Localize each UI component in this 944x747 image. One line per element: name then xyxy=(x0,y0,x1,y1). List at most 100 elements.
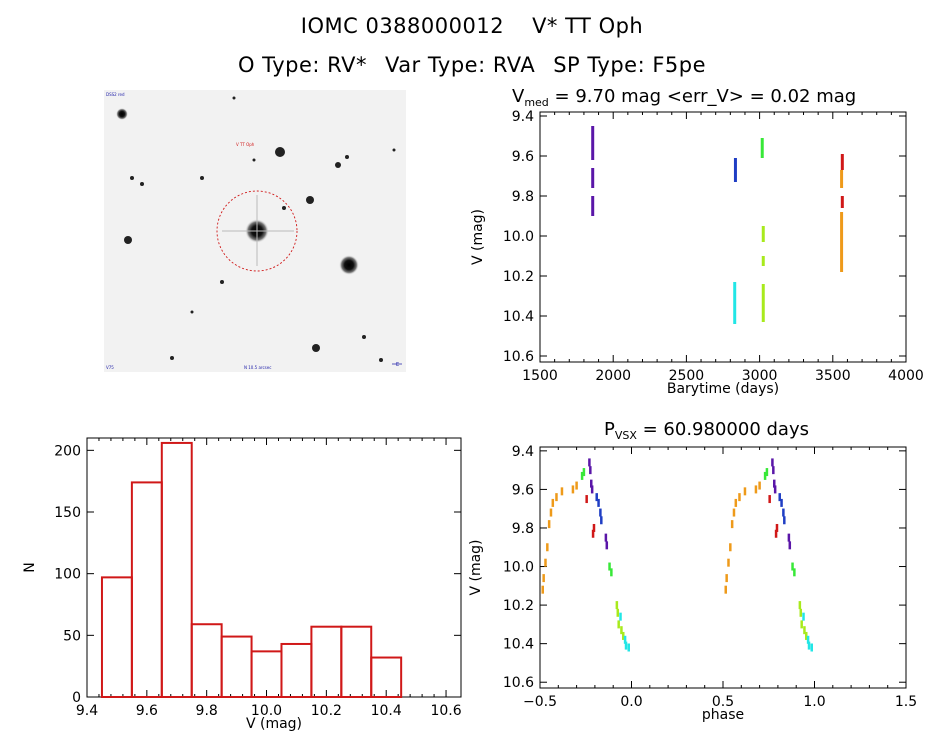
lc-xlabel: Barytime (days) xyxy=(667,381,779,397)
star-name: V* TT Oph xyxy=(532,14,644,38)
star-icon xyxy=(252,158,256,162)
lightcurve-chart: 1500 2000 2500 3000 3500 4000 9.4 9.6 9.8 10.0 10.… xyxy=(470,109,924,397)
star-icon xyxy=(124,236,132,244)
hist-ytick-label: 150 xyxy=(54,505,81,521)
hist-ytick-label: 50 xyxy=(63,628,81,644)
ph-xtick-label: 0.5 xyxy=(712,694,734,710)
phase-title-symbol: P xyxy=(604,419,615,440)
star-icon xyxy=(130,176,134,180)
variable-type: Var Type: RVA xyxy=(384,53,536,77)
hist-bar xyxy=(310,625,343,698)
lc-xtick-label: 3000 xyxy=(742,368,778,384)
hist-xtick-label: 10.6 xyxy=(430,703,461,719)
hist-xlabel: V (mag) xyxy=(246,716,302,732)
star-icon xyxy=(140,182,144,186)
ph-ytick-label: 10.6 xyxy=(503,675,534,691)
hist-bar xyxy=(340,625,373,698)
lightcurve-title-symbol: V xyxy=(512,86,525,107)
ph-ylabel: V (mag) xyxy=(468,539,484,595)
ph-xtick-label: 1.5 xyxy=(895,694,917,710)
star-icon xyxy=(312,344,320,352)
lc-frame xyxy=(539,111,907,363)
star-icon xyxy=(345,155,349,159)
star-icon xyxy=(362,335,366,339)
ph-ytick-label: 10.2 xyxy=(503,598,534,614)
spectral-type: SP Type: F5pe xyxy=(553,53,707,77)
star-icon xyxy=(379,358,383,362)
ph-xtick-label: −0.5 xyxy=(523,694,557,710)
star-icon xyxy=(282,206,286,210)
lc-xtick-label: 4000 xyxy=(888,368,924,384)
lightcurve-title: Vmed = 9.70 mag <err_V> = 0.02 mag xyxy=(512,86,856,109)
ph-xtick-label: 1.0 xyxy=(803,694,825,710)
lightcurve-title-subscript: med xyxy=(524,96,549,109)
stamp-label-survey: DSS2 red xyxy=(106,92,125,97)
lc-ytick-label: 10.2 xyxy=(503,269,534,285)
object-type: O Type: RV* xyxy=(237,53,367,77)
hist-xtick-label: 9.6 xyxy=(136,703,158,719)
hist-bar xyxy=(370,656,403,698)
hist-xtick-label: 9.8 xyxy=(196,703,218,719)
star-icon xyxy=(220,280,224,284)
target-circle xyxy=(216,190,298,272)
phase-title-subscript: VSX xyxy=(614,429,637,442)
hist-ytick-label: 100 xyxy=(54,567,81,583)
catalog-prefix: IOMC xyxy=(300,14,359,38)
hist-bar xyxy=(190,623,223,699)
catalog-number: 0388000012 xyxy=(365,14,505,38)
lc-ytick-label: 10.6 xyxy=(503,349,534,365)
lc-ytick-label: 9.4 xyxy=(512,109,534,125)
star-icon xyxy=(232,96,236,100)
hist-frame xyxy=(86,437,462,698)
hist-bar xyxy=(130,481,163,699)
lc-ytick-label: 10.0 xyxy=(503,229,534,245)
ph-ytick-label: 9.4 xyxy=(512,444,534,460)
hist-ytick-label: 0 xyxy=(72,690,81,706)
phase-title-text: = 60.980000 days xyxy=(636,419,809,440)
lc-xtick-label: 1500 xyxy=(522,368,558,384)
figure-subtitle: O Type: RV* Var Type: RVA SP Type: F5pe xyxy=(0,53,944,77)
lc-ytick-label: 10.4 xyxy=(503,309,534,325)
figure-title: IOMC 0388000012 V* TT Oph xyxy=(0,14,944,38)
hist-ylabel: N xyxy=(22,562,38,572)
lc-ylabel: V (mag) xyxy=(470,209,486,265)
ph-ytick-label: 10.0 xyxy=(503,560,534,576)
ph-xtick-label: 0.0 xyxy=(620,694,642,710)
star-icon xyxy=(339,255,359,275)
phase-title: PVSX = 60.980000 days xyxy=(604,419,809,442)
hist-bar xyxy=(280,642,313,698)
ph-ytick-label: 9.6 xyxy=(512,482,534,498)
hist-bar xyxy=(100,576,133,698)
hist-bar xyxy=(220,635,253,698)
star-icon xyxy=(392,148,396,152)
lc-xtick-label: 2000 xyxy=(595,368,631,384)
stamp-label-bottom-left: V75 xyxy=(106,365,114,370)
star-icon xyxy=(335,162,341,168)
histogram-chart: 9.4 9.6 9.8 10.0 10.2 10.4 10.6 0 50 100 150 200 V (… xyxy=(22,437,462,732)
star-icon xyxy=(170,356,174,360)
lc-ytick-label: 9.6 xyxy=(512,149,534,165)
star-icon xyxy=(200,176,204,180)
ph-xlabel: phase xyxy=(702,707,744,723)
hist-xtick-label: 10.0 xyxy=(251,703,282,719)
star-icon xyxy=(190,310,194,314)
phase-chart: −0.5 0.0 0.5 1.0 1.5 9.4 9.6 9.8 10.0 10.2 10.4 10.… xyxy=(468,444,917,723)
hist-xtick-label: 10.2 xyxy=(311,703,342,719)
lc-ytick-label: 9.8 xyxy=(512,189,534,205)
hist-xtick-label: 9.4 xyxy=(76,703,98,719)
lightcurve-title-text: = 9.70 mag <err_V> = 0.02 mag xyxy=(548,86,857,107)
lc-xtick-label: 2500 xyxy=(669,368,705,384)
stamp-label-orientation: E xyxy=(396,362,399,368)
ph-ytick-label: 9.8 xyxy=(512,521,534,537)
sky-image-stamp: DSS2 red V TT Oph V75 N 10.5 arcsec E xyxy=(104,90,406,372)
lc-xtick-label: 3500 xyxy=(815,368,851,384)
ph-ytick-label: 10.4 xyxy=(503,637,534,653)
hist-xtick-label: 10.4 xyxy=(371,703,402,719)
star-icon xyxy=(306,196,314,204)
hist-ytick-label: 200 xyxy=(54,443,81,459)
compass-icon xyxy=(392,363,402,365)
stamp-label-scale: N 10.5 arcsec xyxy=(244,365,271,370)
star-icon xyxy=(116,108,128,120)
ph-frame xyxy=(539,446,907,689)
stamp-label-target: V TT Oph xyxy=(236,142,255,147)
